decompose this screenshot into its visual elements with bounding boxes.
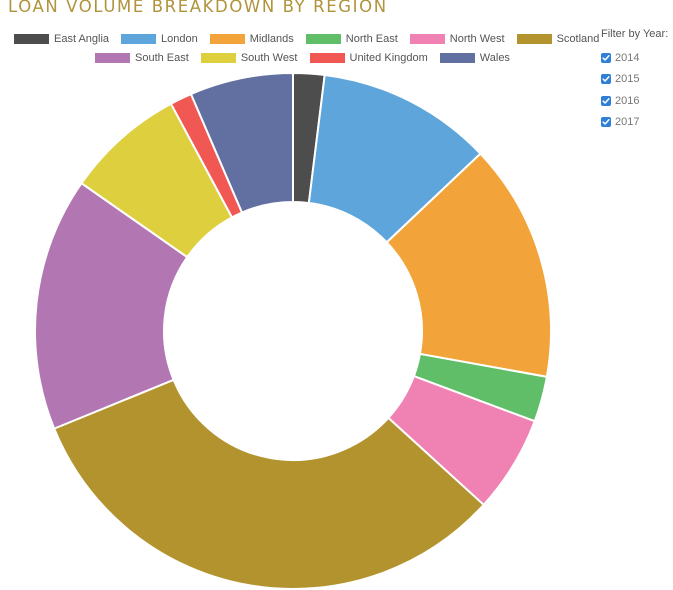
- chart-title: LOAN VOLUME BREAKDOWN BY REGION: [8, 0, 388, 16]
- legend-swatch: [409, 34, 445, 44]
- legend-swatch: [309, 53, 345, 63]
- legend-row: South East South West United Kingdom Wales: [95, 52, 522, 64]
- legend-label: Scotland: [556, 33, 600, 45]
- legend-item-south-west[interactable]: South West: [200, 52, 298, 64]
- slice-wales[interactable]: [189, 71, 294, 214]
- legend-item-wales[interactable]: Wales: [439, 52, 510, 64]
- filter-list: 2014 2015 2016 2017: [601, 47, 673, 133]
- legend-label: Midlands: [249, 33, 294, 45]
- filter-title: Filter by Year:: [601, 28, 669, 40]
- legend-swatch: [200, 53, 236, 63]
- check-icon: [602, 119, 610, 125]
- legend-item-south-east[interactable]: South East: [95, 52, 189, 64]
- legend-swatch: [209, 34, 245, 44]
- checkbox-2017[interactable]: [601, 117, 611, 128]
- filter-item-2014[interactable]: 2014: [601, 47, 673, 69]
- filter-item-2016[interactable]: 2016: [601, 90, 673, 112]
- check-icon: [602, 76, 610, 82]
- filter-item-2017[interactable]: 2017: [601, 112, 673, 134]
- legend-item-united-kingdom[interactable]: United Kingdom: [309, 52, 428, 64]
- legend-label: East Anglia: [54, 33, 110, 45]
- check-icon: [602, 97, 610, 104]
- filter-label: 2017: [615, 116, 640, 129]
- filter-label: 2016: [615, 94, 640, 107]
- legend-swatch: [516, 34, 552, 44]
- legend-label: South West: [240, 52, 298, 64]
- legend-label: North East: [345, 33, 398, 45]
- legend-swatch: [305, 34, 341, 44]
- check-icon: [602, 54, 610, 61]
- slice-scotland[interactable]: [52, 378, 486, 590]
- legend-item-north-west[interactable]: North West: [409, 33, 505, 45]
- year-filter: Filter by Year: 2014 2015 2016 2017: [601, 28, 673, 133]
- legend-item-london[interactable]: London: [121, 33, 198, 45]
- legend-label: United Kingdom: [349, 52, 428, 64]
- checkbox-2015[interactable]: [601, 74, 611, 85]
- legend-label: Wales: [479, 52, 510, 64]
- legend-label: South East: [135, 52, 189, 64]
- checkbox-2016[interactable]: [601, 95, 611, 106]
- legend-swatch: [95, 53, 130, 63]
- legend-item-east-anglia[interactable]: East Anglia: [14, 33, 109, 45]
- legend-label: North West: [449, 33, 505, 45]
- legend-swatch: [121, 34, 157, 44]
- legend-label: London: [161, 33, 198, 45]
- legend-swatch: [439, 53, 475, 63]
- legend-item-scotland[interactable]: Scotland: [516, 33, 600, 45]
- legend-swatch: [14, 34, 49, 44]
- checkbox-2014[interactable]: [601, 52, 611, 63]
- legend-item-midlands[interactable]: Midlands: [209, 33, 294, 45]
- slice-south-east[interactable]: [34, 181, 189, 430]
- slice-midlands[interactable]: [385, 152, 552, 379]
- filter-label: 2014: [615, 51, 640, 64]
- legend-row: East Anglia London Midlands North East North…: [14, 33, 611, 45]
- filter-item-2015[interactable]: 2015: [601, 69, 673, 91]
- legend-item-north-east[interactable]: North East: [305, 33, 398, 45]
- filter-label: 2015: [615, 73, 640, 86]
